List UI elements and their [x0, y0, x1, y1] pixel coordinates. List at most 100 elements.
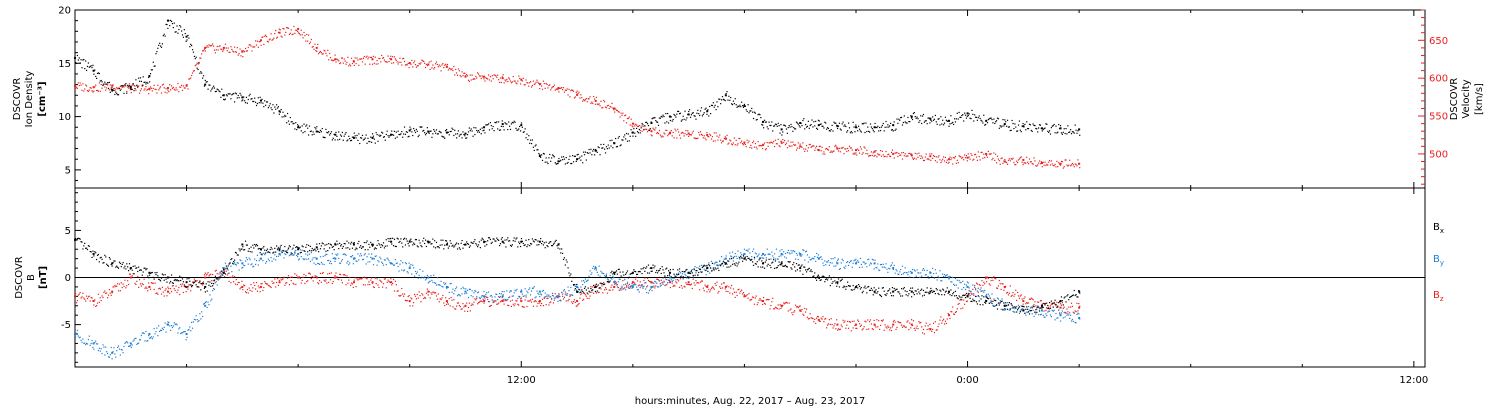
data-point — [453, 299, 455, 301]
data-point — [241, 262, 244, 265]
data-point — [280, 35, 282, 37]
data-point — [875, 326, 877, 328]
data-point — [796, 254, 799, 256]
data-point — [618, 278, 620, 280]
data-point — [821, 318, 823, 320]
data-point — [188, 277, 190, 280]
data-point — [139, 269, 142, 271]
data-point — [954, 155, 957, 158]
data-point — [572, 284, 575, 287]
data-point — [340, 57, 343, 59]
data-point — [264, 254, 266, 256]
data-point — [798, 252, 800, 254]
data-point — [111, 262, 114, 265]
data-point — [584, 294, 587, 296]
data-point — [1035, 127, 1037, 130]
data-point — [736, 106, 738, 108]
data-point — [530, 86, 533, 88]
data-point — [890, 155, 892, 158]
data-point — [170, 290, 173, 293]
data-point — [729, 139, 731, 141]
data-point — [648, 280, 650, 282]
data-point — [1036, 308, 1038, 310]
data-point — [707, 136, 709, 138]
data-point — [501, 76, 503, 78]
data-point — [213, 280, 216, 282]
data-point — [352, 281, 355, 284]
data-point — [883, 130, 885, 132]
data-point — [100, 83, 102, 86]
data-point — [288, 123, 291, 125]
data-point — [443, 66, 445, 69]
data-point — [603, 99, 605, 102]
data-point — [784, 252, 787, 255]
data-point — [735, 139, 737, 141]
data-point — [552, 86, 555, 88]
data-point — [219, 277, 221, 279]
data-point — [1006, 162, 1008, 164]
data-point — [731, 103, 733, 105]
data-point — [956, 279, 958, 281]
data-point — [594, 267, 597, 270]
data-point — [1054, 303, 1056, 305]
data-point — [561, 291, 563, 294]
data-point — [441, 64, 443, 66]
data-point — [266, 251, 269, 254]
data-point — [963, 287, 965, 289]
data-point — [436, 63, 439, 66]
data-point — [434, 282, 436, 284]
data-point — [732, 142, 735, 144]
data-point — [958, 302, 960, 305]
data-point — [767, 145, 769, 147]
data-point — [443, 136, 445, 138]
data-point — [487, 296, 489, 299]
data-point — [773, 257, 775, 259]
data-point — [208, 44, 210, 46]
data-point — [170, 280, 172, 283]
data-point — [868, 130, 870, 132]
data-point — [1015, 126, 1017, 128]
data-point — [190, 77, 192, 79]
data-point — [501, 296, 503, 299]
data-point — [861, 153, 863, 155]
data-point — [142, 271, 144, 273]
data-point — [646, 286, 648, 288]
data-point — [262, 36, 264, 38]
data-point — [512, 122, 514, 124]
data-point — [121, 263, 123, 266]
data-point — [710, 287, 713, 289]
data-point — [698, 131, 700, 134]
data-point — [250, 283, 252, 286]
data-point — [222, 94, 225, 97]
data-point — [705, 139, 707, 141]
data-point — [121, 286, 123, 289]
data-point — [386, 61, 388, 63]
data-point — [282, 27, 284, 30]
data-point — [663, 132, 665, 134]
data-point — [211, 282, 213, 285]
data-point — [239, 288, 241, 290]
data-point — [921, 332, 924, 334]
data-point — [962, 114, 964, 116]
data-point — [946, 159, 948, 161]
data-point — [231, 276, 233, 278]
data-point — [197, 68, 199, 71]
data-point — [520, 240, 523, 243]
data-point — [224, 268, 227, 270]
data-point — [748, 140, 750, 142]
data-point — [1004, 119, 1006, 121]
data-point — [779, 250, 781, 252]
data-point — [550, 160, 552, 162]
data-point — [809, 124, 811, 127]
data-point — [922, 328, 925, 331]
data-point — [108, 356, 111, 358]
data-point — [223, 47, 226, 49]
data-point — [932, 322, 935, 324]
data-point — [574, 285, 576, 287]
data-point — [532, 287, 534, 289]
data-point — [297, 30, 299, 33]
data-point — [289, 276, 291, 278]
data-point — [270, 286, 272, 289]
data-point — [403, 126, 406, 128]
data-point — [844, 267, 846, 269]
